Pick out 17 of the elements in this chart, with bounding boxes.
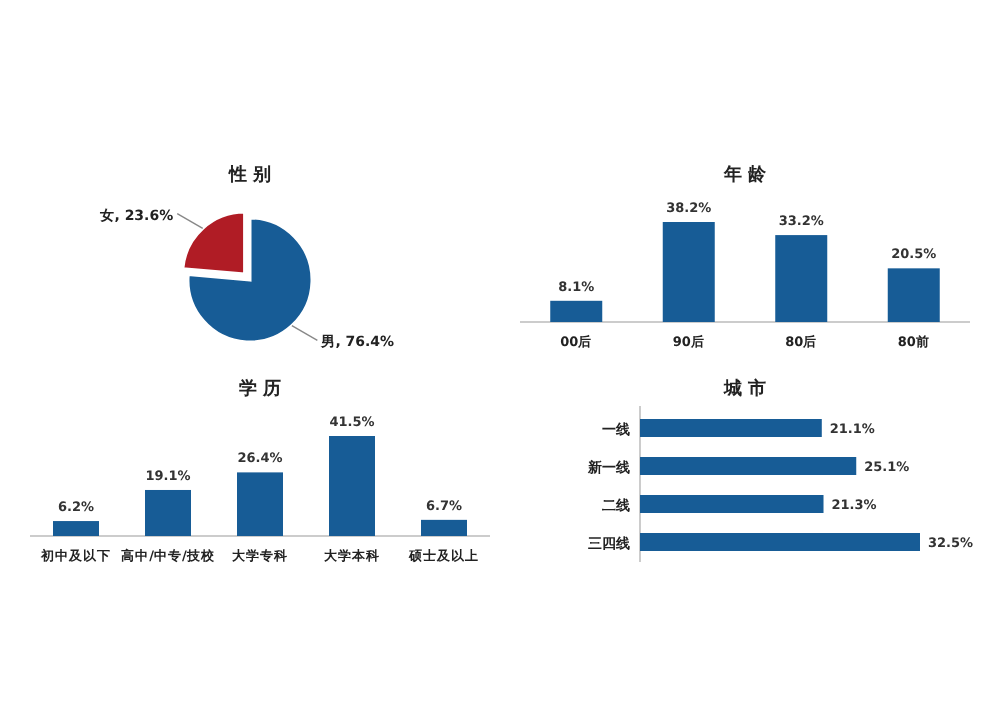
chart-title: 学 历 bbox=[238, 378, 282, 400]
bar bbox=[662, 222, 715, 322]
bar bbox=[775, 235, 828, 322]
bar bbox=[640, 495, 824, 513]
bar bbox=[550, 300, 603, 322]
bar bbox=[53, 521, 99, 536]
bar bbox=[237, 472, 283, 536]
bar bbox=[640, 419, 822, 437]
bar bbox=[640, 533, 920, 551]
bar bbox=[640, 457, 857, 475]
bar bbox=[145, 489, 191, 536]
chart-title: 城 市 bbox=[721, 378, 767, 400]
bar bbox=[887, 268, 940, 322]
bar bbox=[329, 436, 375, 536]
chart-title: 年 龄 bbox=[721, 164, 769, 186]
chart-title: 性 别 bbox=[226, 164, 272, 186]
bar bbox=[421, 519, 467, 536]
